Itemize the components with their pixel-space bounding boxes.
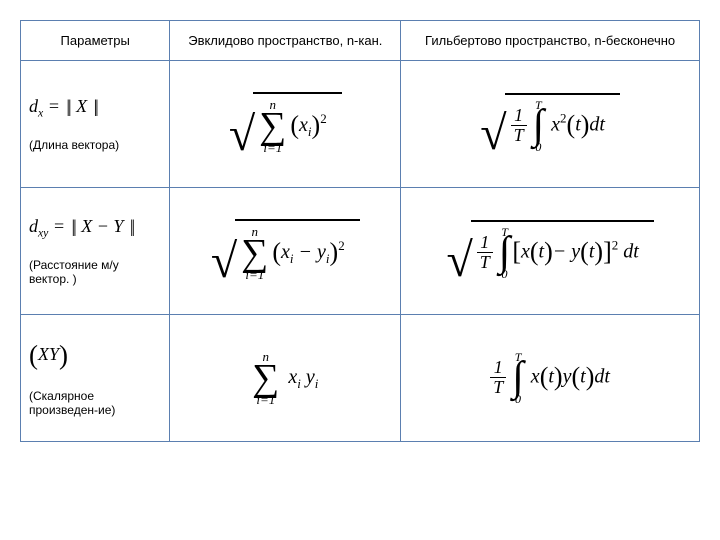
header-hilbert: Гильбертово пространство, n-бесконечно bbox=[401, 21, 700, 61]
hilbert-length: √1TT∫0 x2(t)dt bbox=[401, 61, 700, 188]
param-label: (Длина вектора) bbox=[29, 138, 161, 152]
row-distance: dxy = || X − Y || (Расстояние м/у вектор… bbox=[21, 188, 700, 315]
param-label: (Скалярное произведен-ие) bbox=[29, 389, 161, 417]
param-formula: dxy = || X − Y || bbox=[29, 216, 161, 240]
header-params: Параметры bbox=[21, 21, 170, 61]
comparison-table: Параметры Эвклидово пространство, n-кан.… bbox=[20, 20, 700, 442]
param-formula: dx = || X || bbox=[29, 96, 161, 120]
euclid-dotproduct: n∑i=1 xi yi bbox=[170, 315, 401, 442]
header-euclid: Эвклидово пространство, n-кан. bbox=[170, 21, 401, 61]
param-cell-distance: dxy = || X − Y || (Расстояние м/у вектор… bbox=[21, 188, 170, 315]
euclid-distance: √n∑i=1(xi − yi)2 bbox=[170, 188, 401, 315]
header-row: Параметры Эвклидово пространство, n-кан.… bbox=[21, 21, 700, 61]
param-cell-dotproduct: (XY) (Скалярное произведен-ие) bbox=[21, 315, 170, 442]
param-cell-length: dx = || X || (Длина вектора) bbox=[21, 61, 170, 188]
row-dotproduct: (XY) (Скалярное произведен-ие) n∑i=1 xi … bbox=[21, 315, 700, 442]
euclid-length: √n∑i=1(xi)2 bbox=[170, 61, 401, 188]
param-label: (Расстояние м/у вектор. ) bbox=[29, 258, 161, 286]
hilbert-dotproduct: 1TT∫0 x(t)y(t)dt bbox=[401, 315, 700, 442]
row-length: dx = || X || (Длина вектора) √n∑i=1(xi)2… bbox=[21, 61, 700, 188]
hilbert-distance: √1TT∫0[x(t)− y(t)]2 dt bbox=[401, 188, 700, 315]
param-formula: (XY) bbox=[29, 340, 161, 371]
